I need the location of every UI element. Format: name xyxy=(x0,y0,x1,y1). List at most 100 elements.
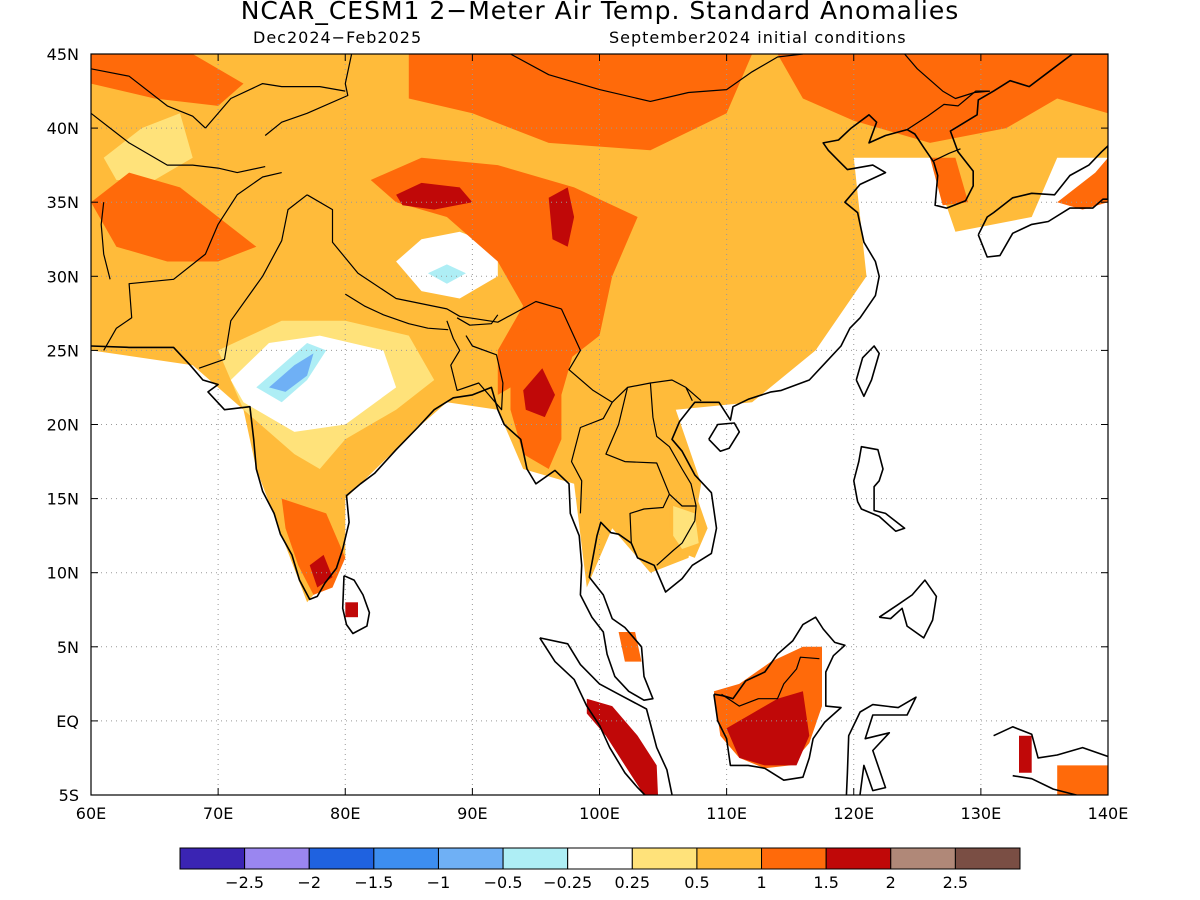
coastline-luzon xyxy=(852,445,906,533)
coastline-sumatra xyxy=(539,637,673,795)
lat-tick-label: 45N xyxy=(47,45,79,64)
colorbar-label: −0.5 xyxy=(484,873,523,892)
colorbar: −2.5 −2 −1.5 −1 −0.5 −0.25 0.25 0.5 1 1.5 2 2.5 xyxy=(179,847,1021,892)
anomaly-region-tibet-hot xyxy=(396,182,473,210)
border-korea-dmz xyxy=(933,148,961,162)
colorbar-swatch xyxy=(631,847,698,870)
coastline-hainan xyxy=(708,422,741,453)
colorbar-label: 2.5 xyxy=(943,873,968,892)
colorbar-label: 1.5 xyxy=(813,873,838,892)
coastlines xyxy=(91,54,1108,795)
lat-tick-label: 5N xyxy=(57,638,79,657)
initial-conditions: September2024 initial conditions xyxy=(609,28,907,47)
colorbar-label: −0.25 xyxy=(543,873,592,892)
colorbar-swatch xyxy=(373,847,439,870)
anomaly-region-kazakh-warm xyxy=(91,54,244,106)
colorbar-swatch xyxy=(890,847,956,870)
lon-tick-label: 100E xyxy=(579,804,620,823)
axis-ticks: 60E 70E 80E 90E 100E 110E 120E 130E 140E 45N 40N 35… xyxy=(47,45,1129,823)
lon-tick-label: 70E xyxy=(203,804,233,823)
lat-tick-label: 30N xyxy=(47,267,79,286)
lat-tick-label: 25N xyxy=(47,341,79,360)
border-laos-vietnam-2 xyxy=(649,382,697,507)
coastline-taiwan xyxy=(855,345,881,398)
colorbar-label: −1 xyxy=(427,873,451,892)
anomaly-region-myanmar-hot xyxy=(523,368,555,418)
lon-tick-label: 130E xyxy=(961,804,1002,823)
border-uzbek-kazakh xyxy=(91,68,206,129)
border-nepal-south xyxy=(344,293,449,331)
lon-tick-label: 120E xyxy=(833,804,874,823)
coastline-asia-mainland-coast xyxy=(91,54,1108,702)
anomaly-region-tibet-cool xyxy=(427,264,466,284)
border-china-vietnam-2 xyxy=(685,387,693,402)
anomaly-region-borneo-hot xyxy=(726,691,810,766)
colorbar-label: 2 xyxy=(886,873,896,892)
anomaly-region-india-south-hot xyxy=(309,554,333,588)
colorbar-label: 0.5 xyxy=(684,873,709,892)
colorbar-swatch xyxy=(308,847,375,870)
border-iran-afghan xyxy=(100,202,111,280)
coastline-sulawesi xyxy=(845,696,917,795)
coastline-borneo xyxy=(713,616,846,782)
colorbar-label: −2.5 xyxy=(225,873,264,892)
colorbar-label: 0.25 xyxy=(614,873,650,892)
border-myanmar-east xyxy=(560,308,613,514)
colorbar-swatch xyxy=(179,847,246,870)
lat-tick-label: 10N xyxy=(47,564,79,583)
colorbar-label: −2 xyxy=(297,873,321,892)
coastline-newguinea xyxy=(993,725,1108,759)
lat-tick-label: EQ xyxy=(56,712,79,731)
lon-tick-label: 140E xyxy=(1088,804,1129,823)
anomaly-region-vietnam-coast-yellow xyxy=(673,506,699,549)
coastline-srilanka xyxy=(341,574,371,635)
lat-tick-label: 5S xyxy=(59,786,79,805)
gridlines xyxy=(91,54,1108,795)
anomaly-region-india-cool-inner xyxy=(269,353,314,392)
border-china-korea xyxy=(906,90,990,131)
colorbar-label: 1 xyxy=(756,873,766,892)
lon-tick-label: 90E xyxy=(457,804,487,823)
border-china-mongolia xyxy=(471,54,803,103)
colorbar-swatch xyxy=(954,847,1021,870)
anomaly-region-sumatra-hot xyxy=(586,698,658,795)
lat-tick-label: 15N xyxy=(47,490,79,509)
anomaly-region-mongolia-warm xyxy=(408,54,753,151)
anomaly-region-newguinea-hot xyxy=(1019,735,1032,773)
colorbar-swatch xyxy=(437,847,504,870)
anomaly-region-korea-warm xyxy=(930,157,969,206)
lon-tick-label: 110E xyxy=(706,804,747,823)
border-bangladesh xyxy=(446,320,504,411)
border-cambodia-vietnam xyxy=(656,520,696,566)
border-laos-vietnam xyxy=(611,379,702,403)
lat-tick-label: 35N xyxy=(47,193,79,212)
border-china-kazakh xyxy=(264,54,353,136)
border-turkmen-uzbek xyxy=(91,112,266,174)
colorbar-swatch xyxy=(502,847,569,870)
map-title: NCAR_CESM1 2−Meter Air Temp. Standard An… xyxy=(240,0,960,25)
border-india-pakistan xyxy=(198,194,308,369)
coastline-mindanao xyxy=(878,579,938,639)
border-india-china xyxy=(306,194,562,323)
valid-period: Dec2024−Feb2025 xyxy=(253,28,423,47)
colorbar-swatch xyxy=(567,847,633,870)
anomaly-region-iran-warm xyxy=(91,172,257,262)
country-borders xyxy=(91,54,990,707)
border-kyrgyz xyxy=(204,82,346,129)
colorbar-swatch xyxy=(696,847,763,870)
coastline-japan xyxy=(977,145,1108,258)
colorbar-swatch xyxy=(825,847,892,870)
border-bhutan xyxy=(456,314,499,326)
anomaly-region-central-asia-yellow xyxy=(103,113,193,180)
colorbar-swatch xyxy=(244,847,310,870)
border-malaysia-borneo xyxy=(721,656,820,707)
lat-tick-label: 40N xyxy=(47,119,79,138)
lat-tick-label: 20N xyxy=(47,416,79,435)
lon-tick-label: 60E xyxy=(76,804,106,823)
anomaly-region-sichuan-hot xyxy=(548,187,575,247)
anomaly-region-india-neutral xyxy=(230,335,397,432)
border-laos xyxy=(605,387,697,521)
anomaly-region-newguinea-warm xyxy=(1057,765,1108,795)
border-thailand-cambodia xyxy=(629,493,670,544)
